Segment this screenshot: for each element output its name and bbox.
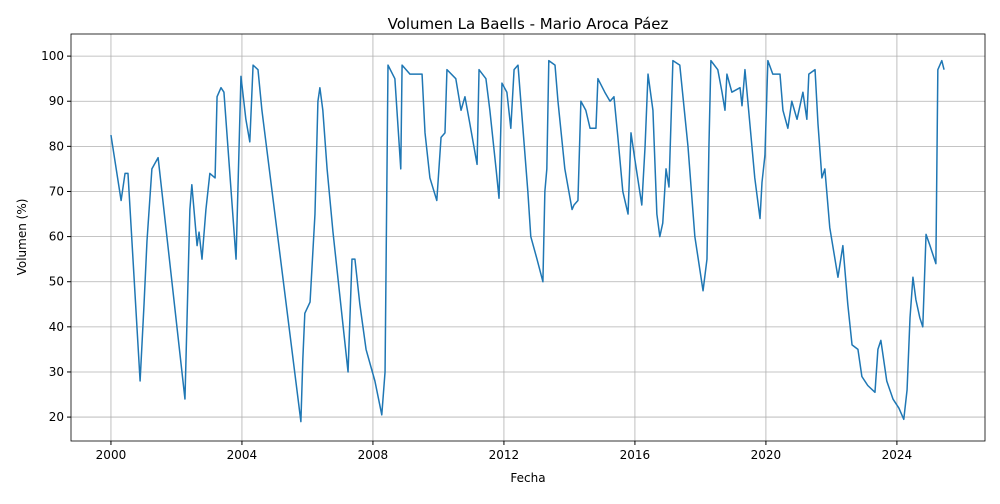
x-tick-label: 2012 (489, 448, 520, 462)
chart-title: Volumen La Baells - Mario Aroca Páez (388, 15, 669, 33)
y-tick-label: 30 (49, 365, 64, 379)
x-tick-label: 2016 (620, 448, 651, 462)
x-tick-label: 2024 (882, 448, 913, 462)
y-tick-label: 60 (49, 230, 64, 244)
y-tick-label: 20 (49, 410, 64, 424)
x-tick-label: 2008 (358, 448, 389, 462)
data-line (110, 59, 945, 423)
plot-frame (70, 33, 986, 442)
y-tick-label: 50 (49, 275, 64, 289)
y-tick-label: 40 (49, 320, 64, 334)
x-tick-label: 2000 (96, 448, 127, 462)
y-tick-label: 90 (49, 94, 64, 108)
y-axis-label: Volumen (%) (15, 199, 29, 276)
y-tick-label: 70 (49, 184, 64, 198)
x-axis-label: Fecha (510, 471, 545, 485)
y-tick-label: 80 (49, 139, 64, 153)
y-tick-label: 100 (41, 49, 64, 63)
x-tick-label: 2004 (227, 448, 258, 462)
x-tick-label: 2020 (751, 448, 782, 462)
